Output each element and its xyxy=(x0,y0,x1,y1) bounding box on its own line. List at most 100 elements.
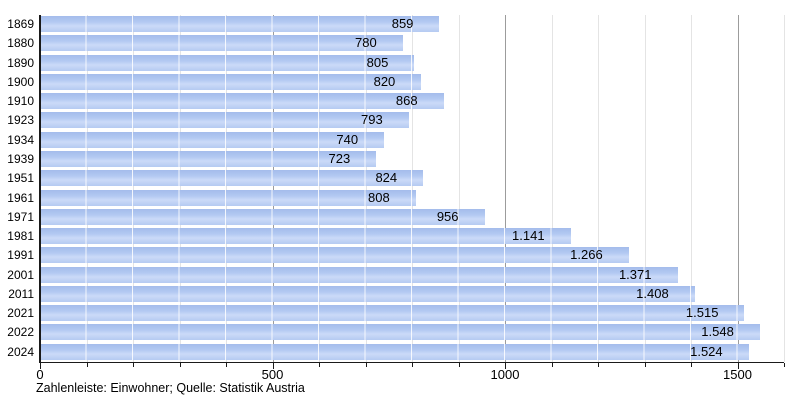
bar-value-label: 793 xyxy=(361,112,383,128)
year-label-1934: 1934 xyxy=(7,132,34,147)
bar-1971: 956 xyxy=(40,208,485,225)
year-label-1910: 1910 xyxy=(7,94,34,109)
bar-row: 1.548 xyxy=(40,324,784,341)
bar-value-label: 1.515 xyxy=(685,305,719,321)
year-label-1991: 1991 xyxy=(7,248,34,263)
y-axis-line xyxy=(39,15,41,363)
year-label-2022: 2022 xyxy=(7,325,34,340)
bar-value-label: 1.408 xyxy=(636,285,669,301)
bar-1951: 824 xyxy=(40,170,424,187)
year-label-1939: 1939 xyxy=(7,151,34,166)
bar-row: 1.408 xyxy=(40,285,784,302)
bar-row: 805 xyxy=(40,54,784,71)
bar-row: 1.515 xyxy=(40,305,784,322)
bar-row: 780 xyxy=(40,35,784,52)
bar-1890: 805 xyxy=(40,54,415,71)
minor-gridline xyxy=(365,15,367,362)
minor-gridline xyxy=(86,15,88,362)
bar-2024: 1.524 xyxy=(40,343,749,360)
major-gridline xyxy=(737,15,739,362)
bar-1934: 740 xyxy=(40,131,385,148)
bar-row: 1.141 xyxy=(40,228,784,245)
minor-gridline xyxy=(784,15,785,362)
x-axis-tick-label-1000: 1000 xyxy=(490,367,520,382)
x-axis-minor-tick xyxy=(784,363,785,367)
bar-1981: 1.141 xyxy=(40,228,571,245)
bar-2022: 1.548 xyxy=(40,324,760,341)
bar-2001: 1.371 xyxy=(40,266,678,283)
bar-row: 1.371 xyxy=(40,266,784,283)
x-axis-major-tick xyxy=(737,363,739,369)
bar-value-label: 740 xyxy=(336,131,359,147)
minor-gridline xyxy=(644,15,646,362)
minor-gridline xyxy=(319,15,320,362)
x-axis-minor-tick xyxy=(319,363,320,367)
bar-1910: 868 xyxy=(40,93,444,110)
bar-value-label: 780 xyxy=(354,35,377,51)
bar-row: 1.524 xyxy=(40,343,784,360)
x-axis-tick-label-1500: 1500 xyxy=(723,367,752,382)
bar-value-label: 859 xyxy=(391,16,414,31)
bar-value-label: 723 xyxy=(328,150,351,166)
minor-gridline xyxy=(551,15,553,362)
year-label-1869: 1869 xyxy=(7,17,34,31)
bar-row: 820 xyxy=(40,73,784,90)
bar-1961: 808 xyxy=(40,189,416,206)
bar-row: 859 xyxy=(40,16,784,32)
x-axis-minor-tick xyxy=(598,363,599,367)
bar-row: 956 xyxy=(40,208,784,225)
plot-area: 859 780 805 820 868 793 740 723 824 808 956 1.141 1.… xyxy=(40,15,785,362)
chart-caption: Zahlenleiste: Einwohner; Quelle: Statist… xyxy=(36,381,305,395)
bar-1991: 1.266 xyxy=(40,247,629,264)
bar-1923: 793 xyxy=(40,112,409,129)
year-label-1951: 1951 xyxy=(7,171,34,186)
bar-value-label: 820 xyxy=(373,73,396,89)
major-gridline xyxy=(505,15,506,362)
year-label-2024: 2024 xyxy=(7,344,34,359)
year-label-1890: 1890 xyxy=(7,55,34,70)
bar-row: 723 xyxy=(40,150,784,167)
x-axis-minor-tick xyxy=(458,363,460,367)
x-axis-major-tick xyxy=(505,363,506,369)
x-axis-tick-label-0: 0 xyxy=(36,367,44,382)
x-axis-minor-tick xyxy=(412,363,413,367)
minor-gridline xyxy=(691,15,692,362)
year-label-1961: 1961 xyxy=(7,190,34,205)
year-label-1971: 1971 xyxy=(7,209,34,224)
bar-1880: 780 xyxy=(40,35,403,52)
minor-gridline xyxy=(133,15,134,362)
bar-2021: 1.515 xyxy=(40,305,745,322)
bar-value-label: 824 xyxy=(375,170,398,186)
year-label-2011: 2011 xyxy=(8,286,34,301)
bar-1869: 859 xyxy=(40,16,440,32)
bar-row: 808 xyxy=(40,189,784,206)
minor-gridline xyxy=(179,15,181,362)
x-axis-minor-tick xyxy=(365,363,367,367)
bar-2011: 1.408 xyxy=(40,285,695,302)
bar-value-label: 1.548 xyxy=(701,324,734,340)
x-axis-tick-label-500: 500 xyxy=(261,367,284,382)
bar-value-label: 956 xyxy=(436,208,459,224)
minor-gridline xyxy=(226,15,227,362)
year-label-2001: 2001 xyxy=(7,267,34,282)
x-axis-minor-tick xyxy=(551,363,553,367)
year-label-1880: 1880 xyxy=(7,36,34,51)
bar-value-label: 805 xyxy=(366,54,389,70)
x-axis-minor-tick xyxy=(691,363,692,367)
bar-value-label: 1.266 xyxy=(570,247,603,263)
bar-value-label: 1.371 xyxy=(618,266,652,282)
bar-row: 1.266 xyxy=(40,247,784,264)
x-axis-line xyxy=(39,362,784,363)
x-axis-minor-tick xyxy=(179,363,181,367)
bar-row: 868 xyxy=(40,93,784,110)
bar-value-label: 868 xyxy=(395,93,418,109)
bar-1939: 723 xyxy=(40,150,377,167)
minor-gridline xyxy=(412,15,413,362)
minor-gridline xyxy=(598,15,599,362)
year-label-1981: 1981 xyxy=(7,229,34,244)
x-axis-minor-tick xyxy=(86,363,88,367)
bar-1900: 820 xyxy=(40,73,422,90)
minor-gridline xyxy=(458,15,460,362)
year-label-2021: 2021 xyxy=(7,306,34,321)
